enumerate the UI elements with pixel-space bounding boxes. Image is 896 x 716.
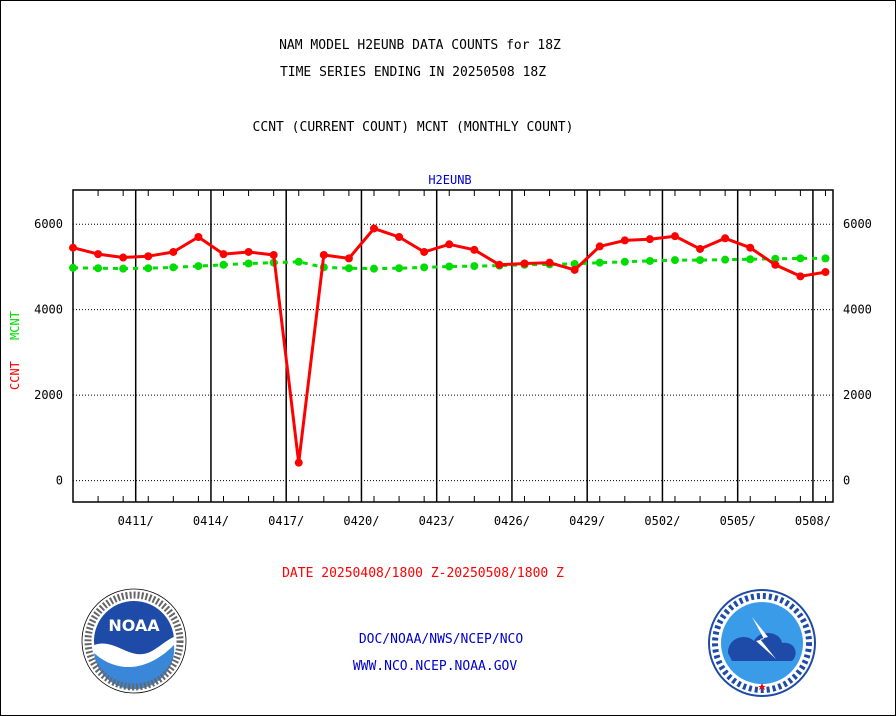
data-point-ccnt: [94, 250, 103, 259]
data-point-ccnt: [319, 250, 328, 259]
data-point-mcnt: [696, 256, 705, 265]
data-point-ccnt: [771, 260, 780, 269]
data-point-mcnt: [94, 264, 103, 273]
x-tick-label: 0411/: [118, 514, 154, 528]
data-point-mcnt: [620, 257, 629, 266]
data-point-mcnt: [369, 264, 378, 273]
data-point-mcnt: [821, 254, 830, 263]
data-point-ccnt: [344, 254, 353, 263]
data-point-ccnt: [520, 259, 529, 268]
y-tick-label-right: 0: [843, 474, 850, 488]
data-point-ccnt: [545, 258, 554, 267]
x-tick-label: 0426/: [494, 514, 530, 528]
data-point-ccnt: [495, 260, 504, 269]
data-point-ccnt: [395, 233, 404, 242]
x-tick-label: 0423/: [419, 514, 455, 528]
data-point-mcnt: [470, 262, 479, 271]
x-tick-label: 0502/: [644, 514, 680, 528]
data-point-mcnt: [796, 254, 805, 263]
data-point-mcnt: [219, 260, 228, 269]
x-tick-label: 0429/: [569, 514, 605, 528]
data-point-mcnt: [119, 264, 128, 273]
data-point-ccnt: [194, 233, 203, 242]
data-point-mcnt: [445, 262, 454, 271]
data-point-mcnt: [244, 259, 253, 268]
data-point-ccnt: [69, 243, 77, 252]
data-point-mcnt: [746, 255, 755, 264]
y-axis-label: CCNT MCNT: [8, 311, 22, 390]
data-point-mcnt: [420, 263, 429, 272]
grid: [73, 190, 833, 502]
data-point-ccnt: [244, 247, 253, 256]
y-axis-label-mcnt: MCNT: [8, 311, 22, 340]
data-point-ccnt: [696, 244, 705, 253]
data-point-ccnt: [796, 272, 805, 281]
x-tick-label: 0508/: [795, 514, 831, 528]
data-point-ccnt: [219, 250, 228, 259]
y-tick-label-left: 4000: [34, 303, 63, 317]
plot-area: [72, 189, 834, 503]
x-tick-label: 0420/: [343, 514, 379, 528]
data-point-ccnt: [294, 458, 303, 467]
org-link-text[interactable]: DOC/NOAA/NWS/NCEP/NCO: [358, 632, 524, 647]
noaa-logo-icon: NOAA: [81, 588, 187, 694]
data-point-mcnt: [645, 256, 654, 265]
y-axis-label-ccnt: CCNT: [8, 361, 22, 390]
data-point-mcnt: [721, 255, 730, 264]
data-point-ccnt: [721, 234, 730, 243]
y-tick-label-left: 2000: [34, 388, 63, 402]
website-link-text[interactable]: WWW.NCO.NCEP.NOAA.GOV: [352, 659, 518, 674]
series-ccnt: [69, 224, 830, 467]
data-point-ccnt: [470, 245, 479, 254]
data-point-ccnt: [821, 268, 830, 277]
x-tick-label: 0505/: [720, 514, 756, 528]
data-point-ccnt: [746, 243, 755, 252]
data-point-ccnt: [620, 236, 629, 245]
data-point-mcnt: [294, 257, 303, 266]
data-point-ccnt: [645, 235, 654, 244]
data-point-mcnt: [670, 256, 679, 265]
x-tick-label: 0417/: [268, 514, 304, 528]
data-point-mcnt: [144, 264, 153, 273]
data-point-mcnt: [595, 258, 604, 267]
chart-title-line-3: CCNT (CURRENT COUNT) MCNT (MONTHLY COUNT…: [252, 120, 574, 135]
station-label: H2EUNB: [428, 173, 471, 187]
x-tick-label: 0414/: [193, 514, 229, 528]
data-point-mcnt: [395, 264, 404, 273]
chart-title-line-2: TIME SERIES ENDING IN 20250508 18Z: [279, 65, 547, 80]
data-point-ccnt: [570, 265, 579, 274]
y-tick-label-right: 4000: [843, 303, 872, 317]
y-tick-label-left: 0: [56, 474, 63, 488]
y-tick-label-right: 2000: [843, 388, 872, 402]
nws-logo-icon: [708, 589, 816, 697]
y-tick-label-left: 6000: [34, 217, 63, 231]
series-layer: [69, 224, 830, 467]
data-point-ccnt: [144, 252, 153, 261]
chart-title-line-1: NAM MODEL H2EUNB DATA COUNTS for 18Z: [279, 38, 561, 53]
data-point-ccnt: [369, 224, 378, 233]
data-point-mcnt: [69, 263, 77, 272]
data-point-ccnt: [420, 247, 429, 256]
axis-ticks: 0 0 2000 2000 4000 4000 6000 6000 0411/0414/0417…: [34, 190, 872, 528]
data-point-ccnt: [595, 242, 604, 251]
data-point-mcnt: [169, 263, 178, 272]
data-point-ccnt: [119, 253, 128, 262]
noaa-logo-text: NOAA: [108, 616, 160, 635]
data-point-mcnt: [344, 264, 353, 273]
date-range-label: DATE 20250408/1800 Z-20250508/1800 Z: [282, 566, 564, 581]
series-mcnt: [69, 254, 830, 273]
data-point-ccnt: [445, 240, 454, 249]
data-point-mcnt: [194, 262, 203, 271]
data-point-ccnt: [670, 232, 679, 241]
y-tick-label-right: 6000: [843, 217, 872, 231]
data-point-ccnt: [169, 247, 178, 256]
data-point-mcnt: [570, 259, 579, 268]
data-point-mcnt: [771, 254, 780, 263]
data-point-ccnt: [269, 250, 278, 259]
